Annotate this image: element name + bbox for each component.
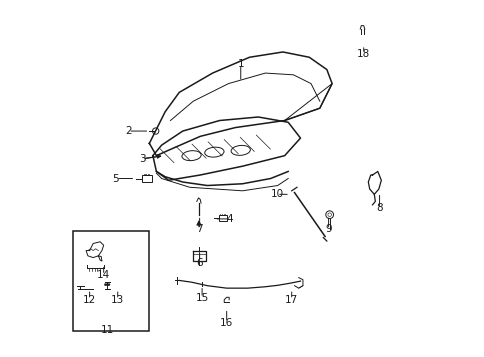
Circle shape <box>107 283 110 286</box>
Text: 15: 15 <box>195 293 208 303</box>
Circle shape <box>104 283 106 286</box>
Text: 3: 3 <box>139 154 145 164</box>
Text: 9: 9 <box>325 225 331 235</box>
Text: 10: 10 <box>270 189 283 199</box>
Text: 17: 17 <box>285 295 298 305</box>
Text: 2: 2 <box>125 126 131 136</box>
Text: 1: 1 <box>237 59 243 69</box>
Text: 14: 14 <box>97 270 110 280</box>
Text: 18: 18 <box>356 49 370 59</box>
Text: 6: 6 <box>196 258 202 268</box>
Text: 13: 13 <box>111 295 124 305</box>
Text: 12: 12 <box>83 295 96 305</box>
Circle shape <box>106 283 108 286</box>
Text: 5: 5 <box>112 174 119 183</box>
Text: 7: 7 <box>196 225 202 235</box>
Text: 4: 4 <box>227 214 233 224</box>
Text: 11: 11 <box>100 325 114 335</box>
Text: 16: 16 <box>220 318 233 328</box>
Bar <box>73 231 149 331</box>
Text: 8: 8 <box>376 203 382 213</box>
